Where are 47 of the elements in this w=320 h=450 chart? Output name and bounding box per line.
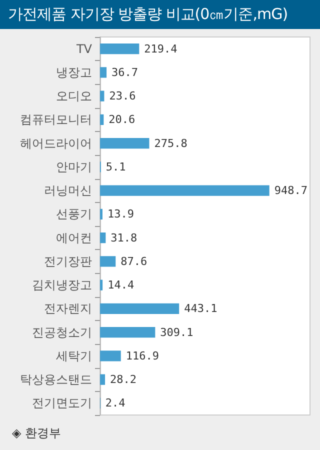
data-label: 20.6 bbox=[108, 113, 136, 126]
bar bbox=[100, 374, 106, 385]
y-tick-label: 탁상용스탠드 bbox=[20, 372, 92, 387]
bar bbox=[100, 256, 116, 267]
data-label: 36.7 bbox=[112, 66, 138, 79]
bar bbox=[100, 232, 106, 244]
y-tick-label: 진공청소기 bbox=[32, 325, 92, 340]
data-label: 23.6 bbox=[109, 90, 136, 103]
y-tick-label: 헤어드라이어 bbox=[20, 136, 92, 150]
y-tick-label: 러닝머신 bbox=[44, 184, 92, 198]
y-tick-label: 냉장고 bbox=[56, 65, 92, 80]
data-label: 275.8 bbox=[154, 136, 188, 150]
data-label: 116.9 bbox=[126, 349, 159, 362]
data-label: 2.4 bbox=[105, 396, 126, 410]
y-tick-label: 컴퓨터모니터 bbox=[20, 112, 92, 127]
y-tick-label: 세탁기 bbox=[56, 348, 92, 363]
y-tick-label: 전자렌지 bbox=[44, 302, 92, 316]
y-tick-label: TV bbox=[75, 42, 93, 56]
data-label: 14.4 bbox=[108, 278, 134, 292]
data-label: 309.1 bbox=[160, 326, 194, 339]
chart-title: 가전제품 자기장 방출량 비교(0㎝기준,mG) bbox=[0, 0, 320, 29]
y-tick-label: 김치냉장고 bbox=[32, 278, 92, 292]
y-tick-label: 전기장판 bbox=[44, 254, 92, 268]
bar bbox=[100, 67, 107, 78]
y-tick-label: 선풍기 bbox=[56, 207, 92, 222]
bar bbox=[100, 303, 180, 314]
data-label: 13.9 bbox=[107, 208, 134, 221]
data-label: 443.1 bbox=[184, 302, 218, 316]
text: ◈ 환경부 bbox=[12, 425, 62, 442]
data-label: 28.2 bbox=[110, 373, 137, 386]
data-label: 87.6 bbox=[120, 254, 148, 268]
data-label: 219.4 bbox=[144, 42, 178, 56]
bar bbox=[100, 90, 104, 102]
data-label: 948.7 bbox=[274, 184, 308, 198]
data-label: 5.1 bbox=[106, 160, 126, 174]
bar bbox=[100, 326, 156, 338]
y-tick-label: 오디오 bbox=[56, 89, 92, 104]
bar bbox=[100, 138, 150, 149]
bar bbox=[100, 350, 121, 362]
y-tick-label: 전기면도기 bbox=[32, 396, 92, 410]
data-label: 31.8 bbox=[110, 231, 138, 244]
bar bbox=[100, 280, 103, 290]
y-tick-label: 에어컨 bbox=[56, 230, 92, 245]
bar bbox=[100, 185, 270, 196]
bar bbox=[100, 114, 104, 126]
y-tick-label: 안마기 bbox=[56, 160, 92, 174]
bar bbox=[100, 43, 140, 54]
